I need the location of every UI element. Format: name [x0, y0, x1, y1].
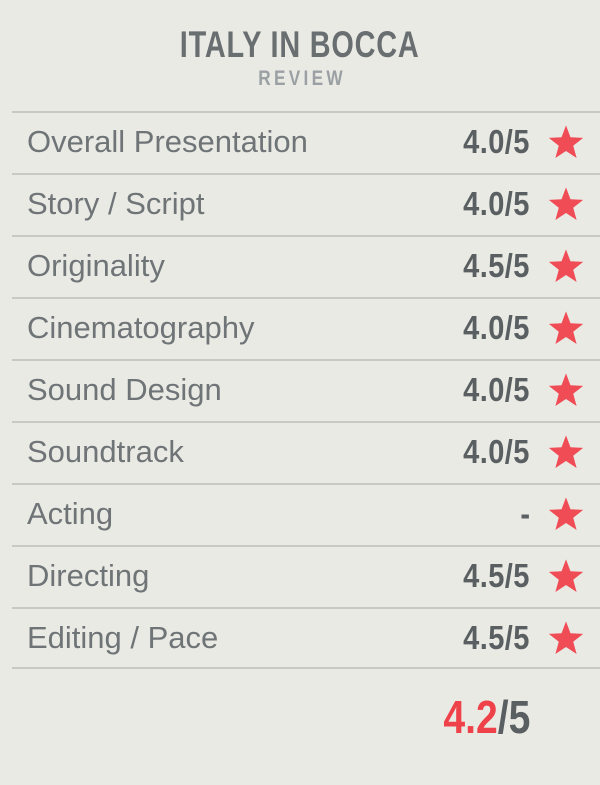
- category-label: Acting: [27, 496, 114, 531]
- overall-score: 4.2/5: [0, 669, 600, 740]
- overall-score-value: 4.2: [443, 691, 498, 743]
- page-title: ITALY IN BOCCA: [180, 24, 420, 65]
- star-icon: [547, 496, 585, 532]
- star-icon: [547, 310, 585, 346]
- category-label: Originality: [27, 248, 165, 283]
- score-value: 4.0/5: [463, 433, 530, 470]
- star-icon: [547, 124, 585, 160]
- category-label: Story / Script: [27, 186, 205, 221]
- rating-row-editing-pace: Editing / Pace 4.5/5: [0, 607, 600, 669]
- category-label: Editing / Pace: [27, 620, 219, 655]
- page-subtitle: REVIEW: [257, 67, 346, 90]
- rating-row-acting: Acting -: [0, 483, 600, 545]
- rating-row-cinematography: Cinematography 4.0/5: [0, 297, 600, 359]
- star-icon: [547, 186, 585, 222]
- overall-score-suffix: /5: [497, 691, 530, 743]
- score-value: 4.5/5: [463, 557, 530, 594]
- star-icon: [547, 372, 585, 408]
- rating-row-soundtrack: Soundtrack 4.0/5: [0, 421, 600, 483]
- rating-row-sound-design: Sound Design 4.0/5: [0, 359, 600, 421]
- header: ITALY IN BOCCA REVIEW: [0, 0, 600, 90]
- score-value: 4.0/5: [463, 123, 530, 160]
- rating-row-overall-presentation: Overall Presentation 4.0/5: [0, 111, 600, 173]
- star-icon: [547, 620, 585, 656]
- rating-row-directing: Directing 4.5/5: [0, 545, 600, 607]
- score-value: -: [519, 495, 530, 532]
- score-value: 4.0/5: [463, 371, 530, 408]
- category-label: Soundtrack: [27, 434, 184, 469]
- star-icon: [547, 248, 585, 284]
- score-value: 4.0/5: [463, 309, 530, 346]
- score-value: 4.5/5: [463, 619, 530, 656]
- star-icon: [547, 558, 585, 594]
- category-label: Overall Presentation: [27, 124, 308, 159]
- rating-list: Overall Presentation 4.0/5 Story / Scrip…: [0, 111, 600, 669]
- star-icon: [547, 434, 585, 470]
- score-value: 4.0/5: [463, 185, 530, 222]
- rating-row-story-script: Story / Script 4.0/5: [0, 173, 600, 235]
- score-value: 4.5/5: [463, 247, 530, 284]
- rating-row-originality: Originality 4.5/5: [0, 235, 600, 297]
- category-label: Cinematography: [27, 310, 255, 345]
- category-label: Directing: [27, 558, 150, 593]
- category-label: Sound Design: [27, 372, 222, 407]
